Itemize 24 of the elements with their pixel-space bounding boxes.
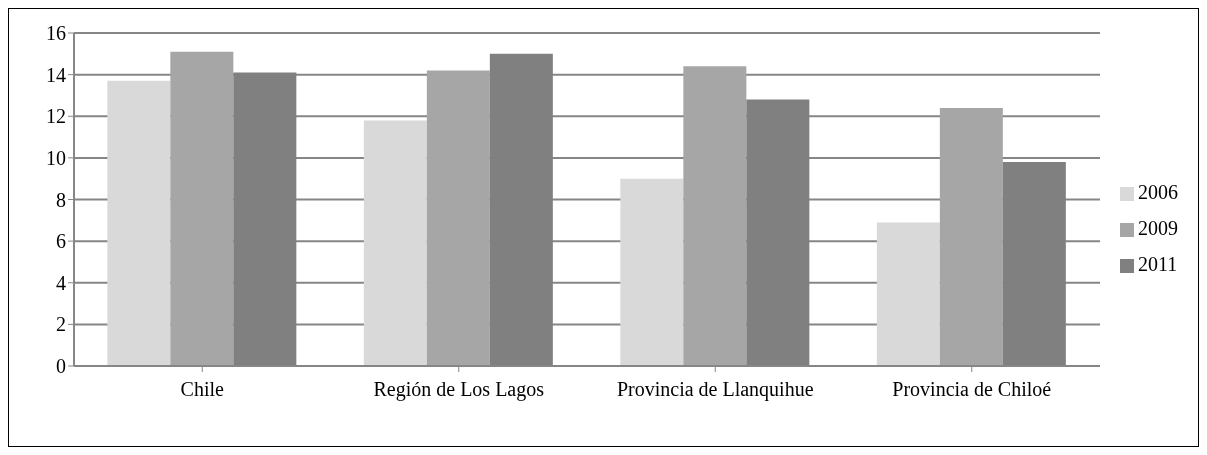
bar — [876, 222, 940, 366]
bar — [683, 66, 747, 366]
y-tick-label: 10 — [46, 146, 66, 169]
bar — [426, 70, 490, 366]
y-tick-label: 16 — [46, 22, 66, 45]
bar — [939, 107, 1003, 366]
bar — [620, 178, 684, 366]
y-tick-label: 6 — [56, 230, 66, 253]
bar — [363, 120, 427, 366]
x-tick-label: Región de Los Lagos — [373, 378, 545, 402]
x-tick-label: Chile — [180, 378, 225, 401]
y-tick-label: 0 — [56, 355, 66, 378]
y-tick-label: 4 — [56, 271, 66, 294]
y-tick-label: 12 — [46, 105, 66, 128]
x-tick-label: Provincia de Chiloé — [892, 378, 1052, 401]
y-tick-label: 14 — [46, 63, 66, 86]
x-tick-label: Provincia de Llanquihue — [616, 378, 814, 402]
legend-label: 2006 — [1138, 180, 1178, 203]
y-tick-label: 2 — [56, 313, 66, 336]
legend-label: 2011 — [1138, 252, 1178, 275]
legend-label: 2009 — [1138, 216, 1178, 239]
y-tick-label: 8 — [56, 188, 66, 211]
bar — [170, 51, 234, 366]
bar — [107, 80, 171, 366]
